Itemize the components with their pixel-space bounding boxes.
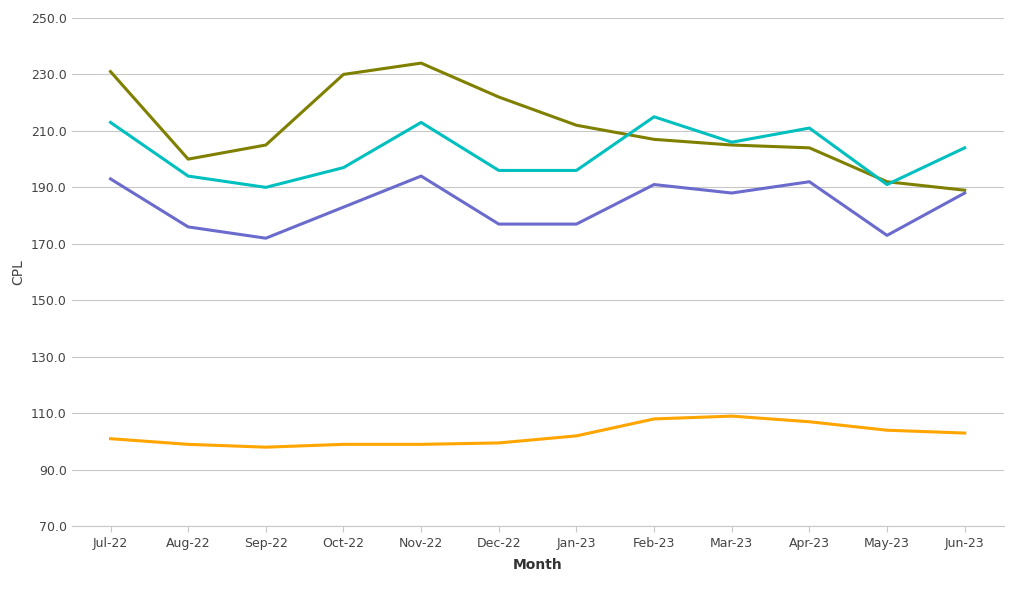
Y-axis label: CPL: CPL <box>11 259 26 285</box>
X-axis label: Month: Month <box>513 558 562 572</box>
